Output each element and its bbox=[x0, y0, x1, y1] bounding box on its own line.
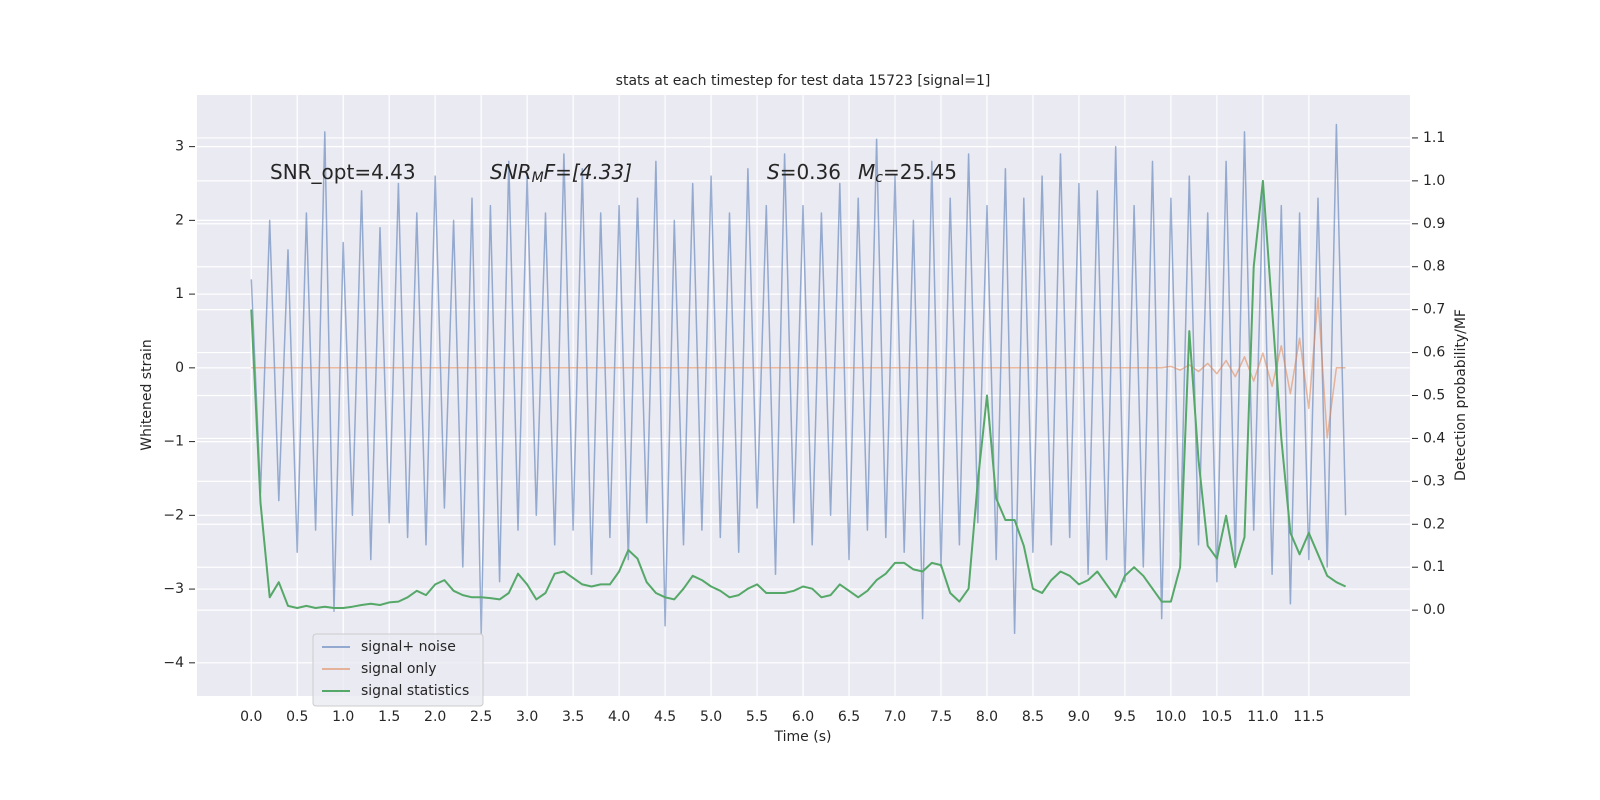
x-tick-label: 3.0 bbox=[516, 709, 538, 725]
annotation-part: =25.45 bbox=[883, 160, 957, 184]
series-line bbox=[250, 179, 1347, 609]
x-tick-label: 10.0 bbox=[1155, 709, 1186, 725]
legend-box bbox=[312, 633, 484, 707]
annotation: Mc=25.45 bbox=[858, 160, 957, 187]
x-tick-label: 4.5 bbox=[654, 709, 676, 725]
x-tick-label: 2.0 bbox=[424, 709, 446, 725]
x-tick-label: 10.5 bbox=[1201, 709, 1232, 725]
x-tick-label: 8.5 bbox=[1022, 709, 1044, 725]
y2-tick-label: 0.2 bbox=[1423, 516, 1445, 532]
y-axis-label: Whitened strain bbox=[139, 339, 155, 450]
y2-tick-label: 0.4 bbox=[1423, 430, 1445, 446]
legend-label: signal only bbox=[361, 661, 436, 677]
x-tick-label: 1.0 bbox=[332, 709, 354, 725]
x-tick-label: 1.5 bbox=[378, 709, 400, 725]
y2-tick-label: 0.8 bbox=[1423, 259, 1445, 275]
x-tick-label: 11.0 bbox=[1247, 709, 1278, 725]
annotation-part: SNR bbox=[490, 160, 532, 184]
annotation: S=0.36 bbox=[767, 160, 841, 184]
x-tick-label: 0.5 bbox=[286, 709, 308, 725]
y-tick-label: 2 bbox=[175, 212, 184, 228]
x-tick-label: 6.5 bbox=[838, 709, 860, 725]
x-tick-label: 6.0 bbox=[792, 709, 814, 725]
y2-tick-label: 0.7 bbox=[1423, 302, 1445, 318]
x-tick-label: 8.0 bbox=[976, 709, 998, 725]
x-tick-label: 0.0 bbox=[240, 709, 262, 725]
annotation-part: SNR_opt=4.43 bbox=[270, 160, 416, 184]
series-line bbox=[251, 297, 1346, 439]
annotation-part: F=[4.33] bbox=[544, 160, 632, 184]
x-tick-label: 2.5 bbox=[470, 709, 492, 725]
y-tick-label: 0 bbox=[175, 360, 184, 376]
y2-axis-label: Detection probability/MF bbox=[1453, 309, 1469, 481]
x-tick-label: 11.5 bbox=[1293, 709, 1324, 725]
y2-tick-label: 1.0 bbox=[1423, 173, 1445, 189]
y-tick-label: −4 bbox=[163, 655, 184, 671]
y2-tick-label: 0.3 bbox=[1423, 473, 1445, 489]
legend-label: signal statistics bbox=[361, 683, 469, 699]
annotation-part: c bbox=[875, 170, 883, 186]
chart-title: stats at each timestep for test data 157… bbox=[616, 73, 991, 89]
x-tick-label: 5.0 bbox=[700, 709, 722, 725]
annotation-part: S bbox=[767, 160, 780, 184]
y2-tick-label: 0.9 bbox=[1423, 216, 1445, 232]
series-line bbox=[250, 123, 1347, 635]
x-tick-label: 7.0 bbox=[884, 709, 906, 725]
x-tick-label: 9.0 bbox=[1068, 709, 1090, 725]
y2-tick-label: 0.1 bbox=[1423, 559, 1445, 575]
y-tick-label: 3 bbox=[175, 139, 184, 155]
annotation-part: M bbox=[532, 170, 544, 186]
annotation: SNRMF=[4.33] bbox=[490, 160, 632, 187]
annotation: SNR_opt=4.43 bbox=[270, 160, 416, 184]
y2-tick-label: 0.6 bbox=[1423, 345, 1445, 361]
x-tick-label: 5.5 bbox=[746, 709, 768, 725]
x-tick-label: 3.5 bbox=[562, 709, 584, 725]
y-tick-label: 1 bbox=[175, 286, 184, 302]
annotation-part: M bbox=[858, 160, 875, 184]
x-tick-label: 4.0 bbox=[608, 709, 630, 725]
annotation-part: =0.36 bbox=[780, 160, 841, 184]
y-tick-label: −1 bbox=[163, 434, 184, 450]
y2-tick-label: 1.1 bbox=[1423, 130, 1445, 146]
y2-tick-label: 0.0 bbox=[1423, 602, 1445, 618]
x-axis-label: Time (s) bbox=[774, 729, 832, 745]
y-tick-label: −2 bbox=[163, 507, 184, 523]
legend-label: signal+ noise bbox=[361, 639, 456, 655]
y2-tick-label: 0.5 bbox=[1423, 388, 1445, 404]
x-tick-label: 9.5 bbox=[1114, 709, 1136, 725]
y-tick-label: −3 bbox=[163, 581, 184, 597]
x-tick-label: 7.5 bbox=[930, 709, 952, 725]
